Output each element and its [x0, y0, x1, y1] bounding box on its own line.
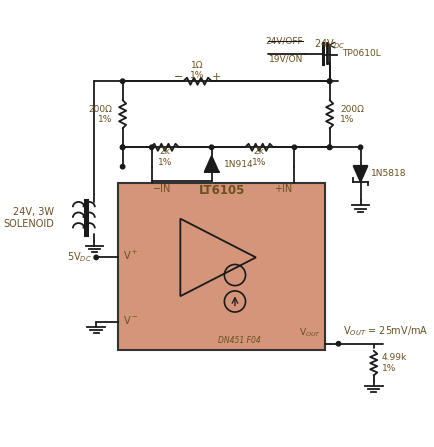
FancyBboxPatch shape: [118, 182, 325, 350]
Text: TP0610L: TP0610L: [341, 50, 380, 59]
Text: V$_{OUT}$ = 25mV/mA: V$_{OUT}$ = 25mV/mA: [342, 325, 427, 338]
Text: +: +: [211, 72, 220, 82]
Text: 1Ω
1%: 1Ω 1%: [190, 61, 204, 80]
Text: 200Ω
1%: 200Ω 1%: [339, 105, 363, 124]
Circle shape: [327, 79, 331, 84]
Text: DN451 F04: DN451 F04: [217, 336, 260, 345]
Circle shape: [292, 145, 296, 149]
Text: V$^+$: V$^+$: [122, 249, 137, 262]
Text: 24V, 3W
SOLENOID: 24V, 3W SOLENOID: [3, 207, 54, 228]
Text: 200Ω
1%: 200Ω 1%: [88, 105, 112, 124]
Circle shape: [149, 145, 154, 149]
Circle shape: [209, 145, 214, 149]
Circle shape: [327, 145, 331, 149]
Circle shape: [335, 342, 340, 346]
Text: 1N5818: 1N5818: [370, 169, 406, 178]
Circle shape: [120, 145, 125, 149]
Text: 19V/ON: 19V/ON: [268, 55, 302, 64]
Text: −: −: [173, 72, 182, 82]
Circle shape: [120, 145, 125, 149]
Text: V$_{OUT}$: V$_{OUT}$: [298, 327, 320, 339]
Polygon shape: [353, 166, 367, 181]
Text: 5V$_{DC}$: 5V$_{DC}$: [67, 250, 92, 264]
Text: 2k
1%: 2k 1%: [251, 147, 266, 167]
Text: LT6105: LT6105: [198, 184, 244, 197]
Text: −IN: −IN: [153, 184, 171, 194]
Text: +IN: +IN: [274, 184, 292, 194]
Text: 24V/OFF: 24V/OFF: [265, 37, 302, 46]
Circle shape: [358, 145, 362, 149]
Circle shape: [120, 164, 125, 169]
Circle shape: [94, 255, 98, 260]
Circle shape: [327, 145, 331, 149]
Text: 24V$_{DC}$: 24V$_{DC}$: [313, 37, 345, 51]
Circle shape: [120, 79, 125, 84]
Text: 2k
1%: 2k 1%: [158, 147, 172, 167]
Text: 4.99k
1%: 4.99k 1%: [381, 354, 406, 373]
Text: V$^-$: V$^-$: [122, 314, 138, 326]
Circle shape: [327, 79, 331, 84]
Text: 1N914: 1N914: [224, 160, 253, 169]
Polygon shape: [204, 156, 218, 172]
